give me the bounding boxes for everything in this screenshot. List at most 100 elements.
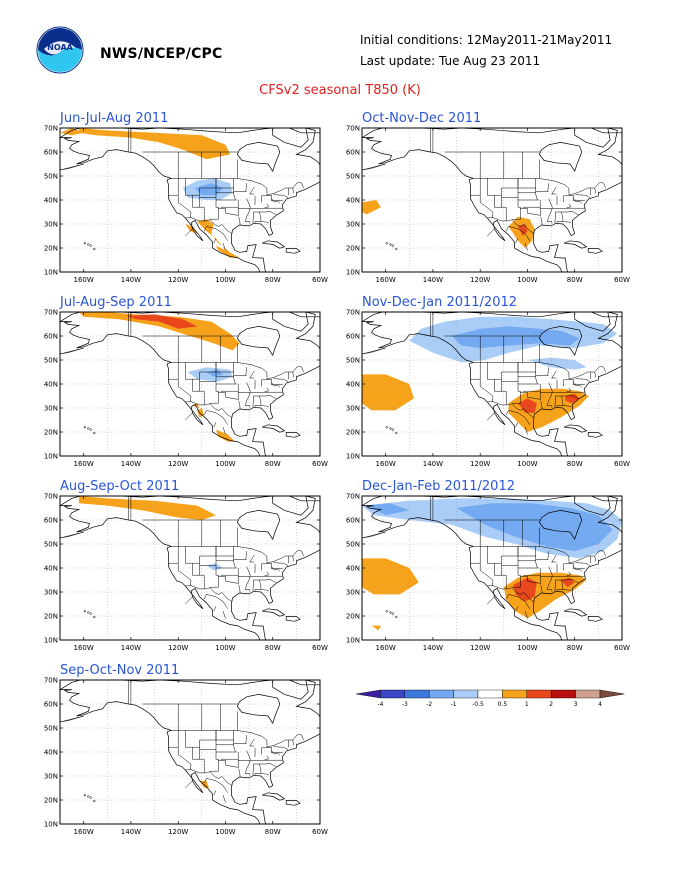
lat-tick-label: 40N — [346, 381, 360, 389]
state-boundary — [292, 555, 295, 562]
lon-tick-label: 140W — [121, 276, 141, 284]
lon-tick-label: 120W — [168, 644, 188, 652]
state-boundary — [594, 371, 597, 378]
map-panel-djf: 70N 60N 50N 40N 30N 20N 10N 160W 140W 120W 100W 80W… — [346, 493, 630, 653]
state-boundary — [185, 412, 193, 421]
anomaly-region — [366, 503, 410, 516]
lat-tick-label: 20N — [44, 245, 58, 253]
state-boundary — [547, 551, 549, 560]
lon-tick-label: 140W — [423, 644, 443, 652]
state-boundary — [233, 362, 236, 385]
state-boundary — [292, 187, 295, 194]
lat-tick-label: 30N — [44, 773, 58, 781]
lon-tick-label: 80W — [265, 828, 281, 836]
lat-tick-label: 50N — [44, 357, 58, 365]
state-boundary — [253, 395, 277, 400]
state-boundary — [238, 400, 241, 409]
lon-tick-label: 80W — [265, 644, 281, 652]
state-boundary — [261, 405, 270, 407]
state-boundary — [185, 217, 233, 235]
state-boundary — [218, 760, 239, 768]
state-boundary — [263, 755, 270, 761]
lon-tick-label: 160W — [375, 460, 395, 468]
coastline — [60, 128, 320, 272]
colorbar-label: -3 — [402, 701, 408, 708]
state-boundary — [199, 381, 219, 404]
state-boundary — [185, 780, 193, 789]
state-boundary — [199, 749, 219, 772]
anomaly-region — [60, 128, 84, 136]
colorbar-label: -4 — [377, 701, 383, 708]
coastline — [538, 142, 583, 172]
lat-tick-label: 10N — [44, 269, 58, 277]
state-boundary — [233, 730, 236, 753]
state-boundary — [563, 563, 585, 569]
lat-tick-label: 40N — [44, 749, 58, 757]
anomaly-region — [206, 369, 224, 377]
state-boundary — [565, 571, 572, 577]
coastline — [289, 496, 320, 502]
map-panel-jja: 70N 60N 50N 40N 30N 20N 10N 160W 140W 120W 100W 80W… — [44, 125, 328, 285]
state-boundary — [565, 203, 572, 209]
lat-tick-label: 20N — [346, 245, 360, 253]
state-boundary — [563, 195, 585, 201]
lon-tick-label: 60W — [312, 460, 328, 468]
lon-tick-label: 100W — [517, 276, 537, 284]
coastline — [362, 312, 622, 456]
agency-label: NWS/NCEP/CPC — [100, 46, 223, 62]
coastline — [60, 496, 320, 640]
colorbar-label: -2 — [426, 701, 432, 708]
coastline — [587, 248, 603, 254]
lat-tick-label: 50N — [44, 173, 58, 181]
anomaly-region — [527, 357, 587, 370]
coastline — [563, 424, 588, 433]
state-boundary — [233, 178, 236, 201]
coastline — [272, 680, 309, 700]
colorbar-swatch — [477, 689, 503, 699]
lat-tick-label: 10N — [346, 269, 360, 277]
state-boundary — [185, 585, 233, 603]
anomaly-region — [206, 563, 224, 571]
state-boundary — [244, 566, 251, 592]
anomaly-region — [456, 503, 613, 552]
state-boundary — [555, 211, 579, 216]
state-boundary — [263, 571, 270, 577]
state-boundary — [185, 228, 193, 237]
state-boundary — [253, 579, 277, 584]
coastline — [261, 792, 286, 801]
state-boundary — [245, 735, 247, 744]
state-boundary — [254, 763, 262, 776]
coastline — [272, 496, 309, 516]
state-boundary — [555, 579, 579, 584]
state-boundary — [565, 387, 572, 393]
lat-tick-label: 20N — [44, 429, 58, 437]
state-boundary — [573, 382, 582, 388]
lon-tick-label: 140W — [423, 276, 443, 284]
colorbar-label: 1 — [525, 701, 529, 708]
state-boundary — [540, 584, 543, 593]
state-boundary — [573, 198, 582, 204]
state-boundary — [271, 750, 280, 756]
lon-tick-label: 100W — [517, 644, 537, 652]
initial-conditions-text: Initial conditions: 12May2011-21May2011 — [360, 33, 613, 47]
state-boundary — [252, 211, 254, 224]
state-boundary — [563, 379, 585, 385]
state-boundary — [218, 576, 239, 584]
state-boundary — [237, 730, 304, 748]
panel-title-jas: Jul-Aug-Sep 2011 — [60, 295, 172, 310]
state-boundary — [575, 194, 591, 198]
lat-tick-label: 70N — [44, 125, 58, 133]
lat-tick-label: 50N — [346, 357, 360, 365]
lon-tick-label: 60W — [312, 828, 328, 836]
coastline — [591, 496, 622, 502]
colorbar-swatch — [380, 689, 405, 699]
state-boundary — [551, 186, 557, 195]
coastline — [285, 616, 301, 622]
state-boundary — [551, 554, 557, 563]
colorbar-swatch — [502, 689, 527, 699]
state-boundary — [292, 739, 295, 746]
state-boundary — [203, 226, 229, 241]
state-boundary — [563, 589, 572, 591]
lat-tick-label: 50N — [346, 541, 360, 549]
state-boundary — [501, 197, 521, 220]
